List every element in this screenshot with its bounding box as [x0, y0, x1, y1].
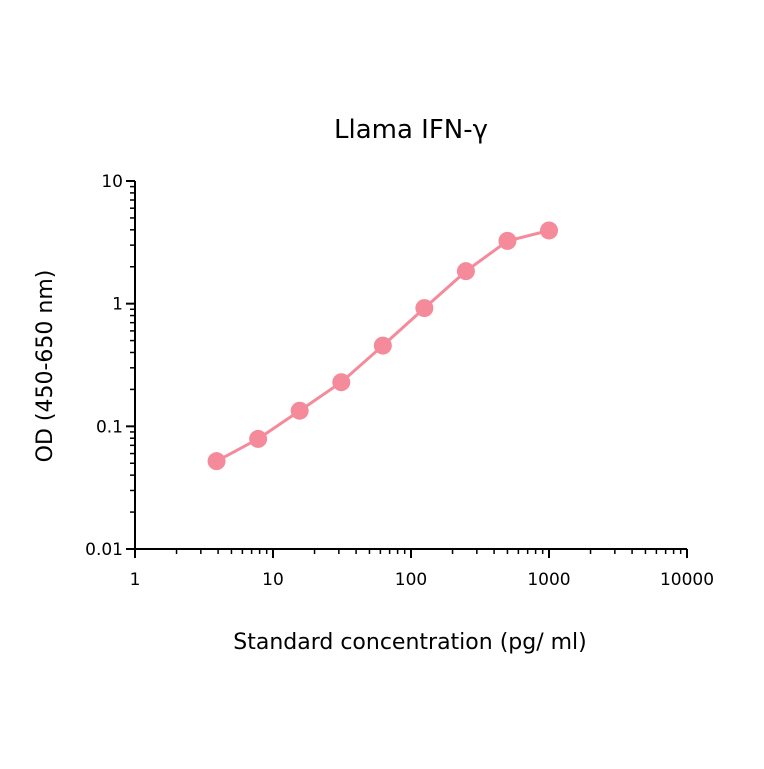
data-point: [415, 299, 434, 318]
data-point: [456, 262, 475, 281]
data-series: [207, 221, 558, 471]
chart-title: Llama IFN-γ: [334, 115, 488, 145]
data-point: [498, 231, 517, 250]
y-axis-label: OD (450-650 nm): [33, 270, 58, 463]
x-tick-label: 10000: [660, 570, 714, 590]
data-point: [373, 336, 392, 355]
y-tick-label: 10: [101, 172, 123, 192]
x-tick-label: 10: [262, 570, 284, 590]
y-tick-label: 1: [112, 295, 123, 315]
x-tick-label: 1000: [527, 570, 570, 590]
x-tick-label: 1: [130, 570, 141, 590]
axes: 1 10 100 1000 10000 0.01 0.1 1 10: [85, 172, 714, 590]
x-tick-label: 100: [395, 570, 427, 590]
data-point: [249, 429, 268, 448]
data-point: [290, 401, 309, 420]
data-point: [540, 221, 558, 240]
data-point: [207, 452, 226, 471]
y-tick-label: 0.1: [96, 417, 123, 437]
y-tick-label: 0.01: [85, 540, 123, 560]
x-axis-label: Standard concentration (pg/ ml): [233, 630, 586, 655]
data-point: [332, 373, 351, 392]
